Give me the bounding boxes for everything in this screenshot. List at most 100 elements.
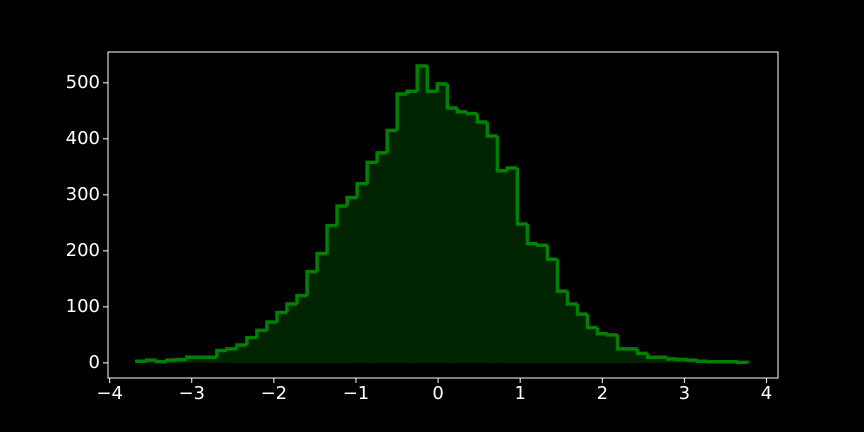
y-tick-label: 400 — [66, 128, 100, 149]
bar-outline — [235, 343, 247, 349]
bar-fill — [467, 113, 478, 363]
x-tick-label: 0 — [432, 383, 443, 404]
bar-fill — [307, 271, 318, 363]
y-tick-label: 300 — [66, 184, 100, 205]
bar-fill — [206, 357, 217, 363]
bar-fill — [276, 312, 287, 363]
bar-outline — [675, 357, 688, 362]
bar-outline — [705, 360, 718, 364]
bar-fill — [457, 111, 468, 363]
bar-fill — [607, 334, 618, 363]
bar-fill — [286, 304, 298, 363]
bar-fill — [487, 136, 498, 363]
bar-outline — [245, 335, 257, 345]
bar-outline — [305, 269, 318, 296]
y-tick-label: 500 — [66, 72, 100, 93]
bar-fill — [557, 291, 568, 363]
bar-outline — [495, 136, 508, 173]
bar-fill — [216, 350, 227, 363]
bar-fill — [497, 170, 508, 363]
bar-outline — [255, 328, 267, 338]
x-tick-label: 1 — [514, 383, 525, 404]
bar-outline — [185, 355, 197, 360]
bar-outline — [315, 251, 328, 272]
x-tick-label: −2 — [261, 383, 288, 404]
bar-fill — [186, 357, 197, 363]
bar-fill — [377, 152, 388, 363]
bar-outline — [575, 304, 588, 316]
bar-outline — [175, 357, 187, 362]
x-tick-label: −4 — [96, 383, 123, 404]
bar-outline — [465, 111, 478, 116]
bar-fill — [266, 321, 277, 363]
bar-fill — [417, 66, 428, 363]
bar-outline — [736, 360, 750, 365]
bar-outline — [345, 195, 358, 207]
bar-outline — [425, 66, 438, 93]
bar-fill — [657, 357, 668, 363]
bar-fill — [437, 83, 448, 363]
bar-outline — [275, 310, 287, 322]
x-tick-label: 3 — [679, 383, 690, 404]
bar-outline — [455, 108, 468, 114]
bar-fill — [477, 122, 488, 363]
bar-fill — [577, 314, 588, 363]
bar-outline — [585, 314, 598, 330]
bar-fill — [647, 357, 658, 363]
x-tick-label: 2 — [597, 383, 608, 404]
bar-fill — [447, 108, 458, 363]
bar-outline — [395, 92, 408, 131]
bar-fill — [667, 358, 678, 363]
bar-fill — [226, 348, 237, 363]
bar-fill — [617, 348, 628, 363]
bar-fill — [627, 348, 638, 363]
bar-outline — [665, 357, 678, 361]
bar-fill — [527, 243, 538, 363]
bar-outline — [525, 223, 538, 246]
bar-fill — [547, 259, 558, 363]
bar-fill — [337, 206, 348, 363]
bar-fill — [367, 162, 378, 363]
bar-outline — [485, 122, 498, 138]
bar-fill — [347, 197, 358, 363]
bar-outline — [615, 334, 628, 351]
bar-fill — [387, 130, 398, 363]
bar-outline — [415, 64, 428, 92]
bar-outline — [515, 167, 528, 226]
bar-fill — [196, 357, 207, 363]
bar-outline — [285, 302, 298, 313]
bar-outline — [385, 128, 398, 153]
x-tick-label: −1 — [343, 383, 370, 404]
bar-fill — [597, 333, 608, 363]
bar-outline — [355, 181, 368, 198]
bar-fill — [427, 91, 438, 363]
y-tick-label: 100 — [66, 296, 100, 317]
bar-fill — [357, 183, 368, 363]
x-tick-label: 4 — [761, 383, 772, 404]
bar-fill — [246, 337, 257, 363]
bar-outline — [635, 348, 648, 356]
bar-outline — [405, 89, 418, 95]
bar-fill — [517, 223, 528, 363]
bar-outline — [375, 151, 388, 163]
bar-fill — [327, 225, 338, 363]
bar-outline — [475, 113, 488, 124]
bar-outline — [435, 82, 448, 92]
bar-outline — [335, 204, 348, 226]
bar-outline — [215, 348, 227, 358]
bar-outline — [695, 359, 708, 363]
bar-outline — [505, 166, 518, 171]
bar-fill — [397, 94, 408, 363]
bar-fill — [256, 330, 267, 363]
bar-outline — [225, 347, 237, 351]
bar-outline — [555, 259, 568, 293]
bar-fill — [537, 245, 548, 363]
bar-fill — [236, 344, 247, 363]
bar-outline — [145, 358, 157, 362]
bar-outline — [165, 358, 177, 362]
y-tick-label: 200 — [66, 240, 100, 261]
bar-fill — [567, 304, 578, 363]
bar-fill — [407, 91, 418, 363]
bar-outline — [134, 359, 147, 363]
